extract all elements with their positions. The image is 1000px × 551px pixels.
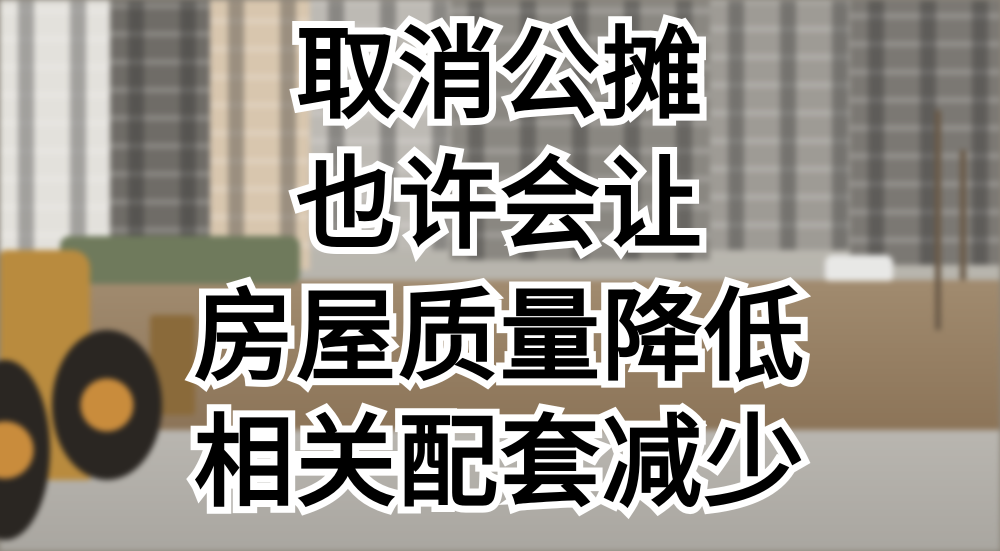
building (110, 0, 210, 255)
building (450, 0, 710, 260)
building (210, 0, 310, 270)
building (0, 0, 110, 260)
road (0, 430, 1000, 551)
headline-line-4: 相关配套减少 (187, 401, 811, 525)
building (710, 0, 850, 250)
headline-line-1: 取消公摊 (289, 13, 709, 137)
headline-line-3: 房屋质量降低 (187, 275, 811, 399)
hedge (60, 236, 300, 284)
parked-car (825, 255, 893, 281)
tree (960, 150, 966, 280)
tree (935, 110, 941, 330)
building (310, 0, 450, 250)
building (850, 0, 1000, 265)
headline-line-2: 也许会让 (289, 143, 709, 267)
loader-wheel (52, 330, 162, 480)
